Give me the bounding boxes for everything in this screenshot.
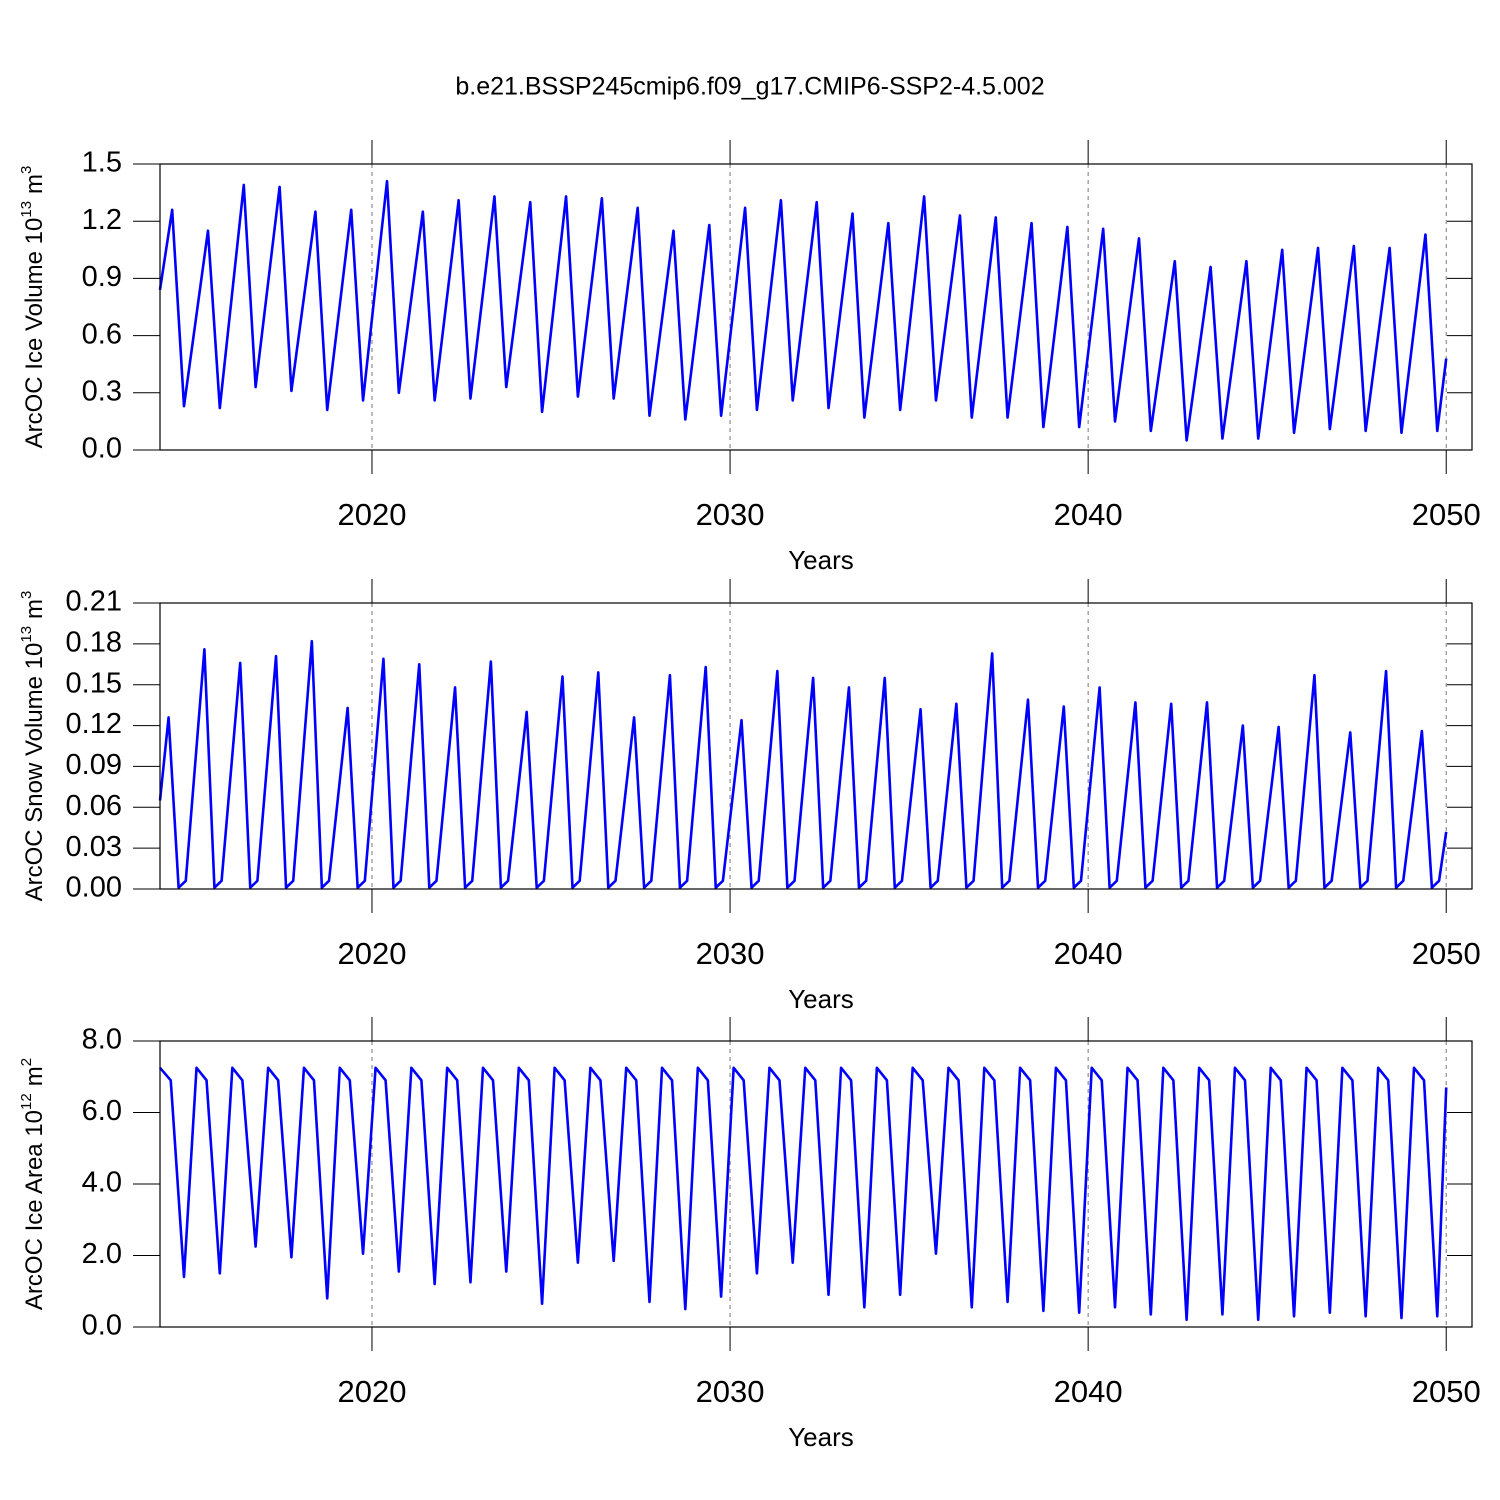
figure-title: b.e21.BSSP245cmip6.f09_g17.CMIP6-SSP2-4.… <box>455 73 1044 101</box>
y-tick-label: 0.21 <box>66 586 122 618</box>
y-tick-label: 0.00 <box>66 872 122 904</box>
y-tick-label: 0.9 <box>82 261 122 293</box>
plot-frame <box>159 602 1473 890</box>
y-tick-label: 0.0 <box>82 433 122 465</box>
y-tick-label: 0.15 <box>66 667 122 699</box>
y-axis-label-part: 12 <box>18 1093 35 1110</box>
x-axis-label: Years <box>788 545 854 575</box>
y-axis-label-part: 3 <box>18 166 35 174</box>
y-tick-label: 2.0 <box>82 1238 122 1270</box>
y-tick-label: 0.6 <box>82 318 122 350</box>
y-tick-label: 4.0 <box>82 1167 122 1199</box>
y-axis-label-part: 3 <box>18 591 35 599</box>
plot-frame <box>159 1040 1473 1328</box>
y-axis-label: ArcOC Ice Volume 1013 m3 <box>18 166 48 449</box>
x-tick-label: 2050 <box>1412 1374 1481 1409</box>
y-tick-label: 0.03 <box>66 831 122 863</box>
y-tick-label: 8.0 <box>82 1024 122 1056</box>
y-axis-label-part: m <box>21 599 48 619</box>
y-tick-label: 0.06 <box>66 790 122 822</box>
plot-frame <box>159 163 1473 451</box>
x-tick-label: 2020 <box>337 936 406 971</box>
x-axis-label: Years <box>788 1422 854 1452</box>
y-tick-label: 0.12 <box>66 708 122 740</box>
y-axis-label-part: ArcOC Ice Area 10 <box>21 1110 48 1310</box>
x-tick-label: 2050 <box>1412 497 1481 532</box>
y-axis-label-part: ArcOC Snow Volume 10 <box>21 643 48 902</box>
y-axis-label-part: ArcOC Ice Volume 10 <box>21 218 48 449</box>
y-tick-label: 1.5 <box>82 147 122 179</box>
y-tick-label: 0.3 <box>82 375 122 407</box>
y-tick-label: 1.2 <box>82 204 122 236</box>
x-tick-label: 2020 <box>337 497 406 532</box>
y-axis-label: ArcOC Ice Area 1012 m2 <box>18 1058 48 1310</box>
x-tick-label: 2030 <box>696 936 765 971</box>
x-axis-label: Years <box>788 984 854 1014</box>
y-axis-label: ArcOC Snow Volume 1013 m3 <box>18 591 48 902</box>
x-tick-label: 2030 <box>696 497 765 532</box>
data-line <box>158 639 1448 889</box>
data-line <box>159 1066 1448 1322</box>
y-tick-label: 0.0 <box>82 1310 122 1342</box>
y-axis-label-part: 13 <box>18 626 35 643</box>
x-tick-label: 2040 <box>1054 936 1123 971</box>
y-axis-label-part: 2 <box>18 1058 35 1066</box>
y-tick-label: 0.09 <box>66 749 122 781</box>
x-tick-label: 2040 <box>1054 497 1123 532</box>
x-tick-label: 2020 <box>337 1374 406 1409</box>
x-tick-label: 2040 <box>1054 1374 1123 1409</box>
data-line <box>158 179 1448 442</box>
y-axis-label-part: m <box>21 1066 48 1086</box>
x-tick-label: 2050 <box>1412 936 1481 971</box>
y-tick-label: 6.0 <box>82 1095 122 1127</box>
y-tick-label: 0.18 <box>66 627 122 659</box>
y-axis-label-part: 13 <box>18 201 35 218</box>
y-axis-label-part: m <box>21 174 48 194</box>
x-tick-label: 2030 <box>696 1374 765 1409</box>
